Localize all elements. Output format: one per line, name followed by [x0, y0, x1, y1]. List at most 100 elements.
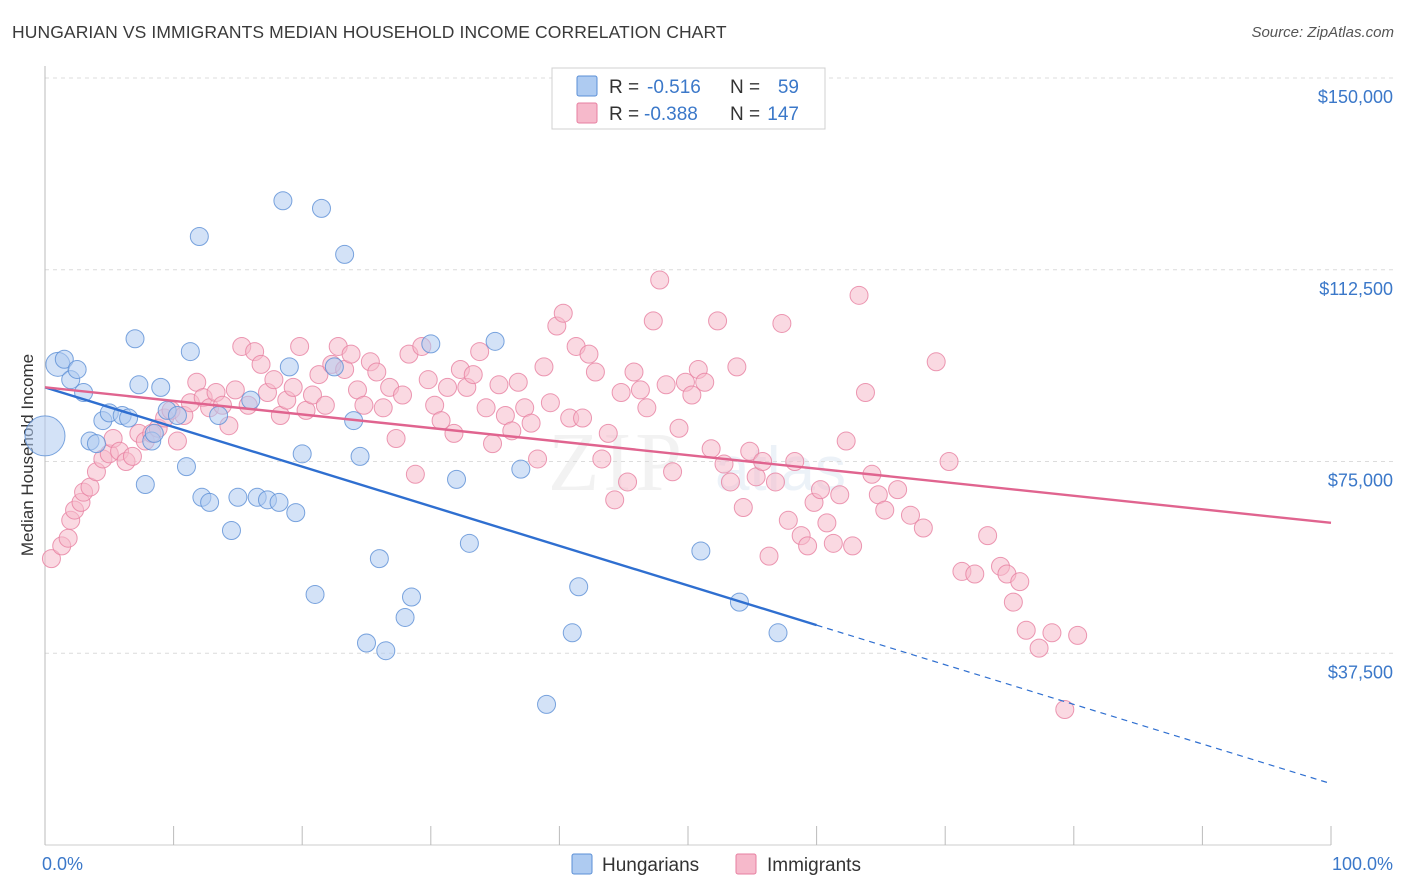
legend-r-value-hungarians: -0.516: [647, 77, 701, 98]
point-immigrants: [855, 382, 875, 402]
point-immigrants: [926, 352, 946, 372]
point-immigrants: [1010, 572, 1030, 592]
point-hungarians: [324, 357, 344, 377]
point-immigrants: [733, 498, 753, 518]
point-immigrants: [585, 362, 605, 382]
point-hungarians: [189, 227, 209, 247]
point-immigrants: [605, 490, 625, 510]
point-immigrants: [669, 418, 689, 438]
point-hungarians: [311, 198, 331, 218]
point-hungarians: [335, 244, 355, 264]
point-hungarians: [691, 541, 711, 561]
point-immigrants: [836, 431, 856, 451]
point-immigrants: [759, 546, 779, 566]
point-hungarians: [209, 405, 229, 425]
point-hungarians: [86, 434, 106, 454]
bottom-legend-label-hungarians: Hungarians: [602, 855, 699, 876]
point-hungarians: [369, 549, 389, 569]
point-immigrants: [810, 480, 830, 500]
point-immigrants: [843, 536, 863, 556]
point-immigrants: [978, 526, 998, 546]
point-immigrants: [637, 398, 657, 418]
point-immigrants: [438, 377, 458, 397]
point-immigrants: [592, 449, 612, 469]
point-immigrants: [965, 564, 985, 584]
point-immigrants: [309, 365, 329, 385]
y-tick-label: $112,500: [1319, 279, 1393, 299]
point-hungarians: [54, 349, 74, 369]
point-hungarians: [376, 641, 396, 661]
trend-line-immigrants: [44, 386, 1332, 525]
point-immigrants: [354, 395, 374, 415]
point-immigrants: [341, 344, 361, 364]
x-tick-label-100: 100.0%: [1332, 854, 1393, 874]
point-hungarians: [485, 331, 505, 351]
point-immigrants: [534, 357, 554, 377]
point-immigrants: [463, 365, 483, 385]
point-hungarians: [24, 415, 66, 457]
point-immigrants: [939, 452, 959, 471]
point-hungarians: [350, 446, 370, 466]
point-immigrants: [1055, 699, 1075, 719]
point-hungarians: [241, 390, 261, 410]
trend-line-hungarians: [44, 386, 817, 627]
point-immigrants: [695, 372, 715, 392]
point-immigrants: [765, 472, 785, 492]
point-immigrants: [444, 423, 464, 443]
point-hungarians: [292, 444, 312, 464]
point-immigrants: [579, 344, 599, 364]
point-immigrants: [598, 423, 618, 443]
series-immigrants: [41, 270, 1088, 719]
bottom-legend-swatch-hungarians: [571, 853, 593, 875]
point-hungarians: [537, 694, 557, 714]
legend-r-label-immigrants: R =: [609, 104, 639, 125]
point-immigrants: [708, 311, 728, 331]
point-immigrants: [830, 485, 850, 505]
point-immigrants: [553, 303, 573, 323]
point-immigrants: [618, 472, 638, 492]
point-hungarians: [135, 475, 155, 495]
point-immigrants: [418, 370, 438, 390]
y-tick-label: $37,500: [1328, 662, 1393, 682]
point-hungarians: [180, 342, 200, 362]
point-immigrants: [875, 500, 895, 520]
point-immigrants: [540, 393, 560, 413]
point-immigrants: [1003, 592, 1023, 612]
point-immigrants: [817, 513, 837, 533]
point-immigrants: [58, 528, 78, 548]
legend-box: R = -0.516 N = 59 R = -0.388 N = 147: [551, 67, 826, 130]
point-immigrants: [251, 354, 271, 374]
bottom-legend-swatch-immigrants: [735, 853, 757, 875]
point-immigrants: [489, 375, 509, 395]
point-hungarians: [569, 577, 589, 597]
point-immigrants: [772, 313, 792, 333]
point-hungarians: [144, 423, 164, 443]
point-immigrants: [483, 434, 503, 454]
point-immigrants: [888, 480, 908, 500]
y-axis-label: Median Household Income: [18, 354, 37, 556]
point-hungarians: [129, 375, 149, 395]
point-immigrants: [470, 342, 490, 362]
legend-n-value-hungarians: 59: [778, 77, 799, 98]
point-immigrants: [611, 382, 631, 402]
legend-n-label-immigrants: N =: [730, 104, 760, 125]
point-hungarians: [562, 623, 582, 643]
point-hungarians: [167, 405, 187, 425]
point-immigrants: [283, 377, 303, 397]
point-immigrants: [521, 413, 541, 433]
point-immigrants: [1042, 623, 1062, 643]
y-tick-label: $75,000: [1328, 471, 1393, 491]
point-immigrants: [682, 385, 702, 405]
point-hungarians: [305, 584, 325, 604]
point-immigrants: [663, 462, 683, 482]
point-hungarians: [228, 487, 248, 507]
point-hungarians: [447, 469, 467, 489]
point-hungarians: [273, 191, 293, 211]
chart-source: Source: ZipAtlas.com: [1251, 24, 1394, 41]
point-immigrants: [778, 510, 798, 530]
point-hungarians: [200, 492, 220, 512]
legend-swatch-immigrants: [576, 102, 598, 124]
point-immigrants: [656, 375, 676, 395]
point-immigrants: [225, 380, 245, 400]
